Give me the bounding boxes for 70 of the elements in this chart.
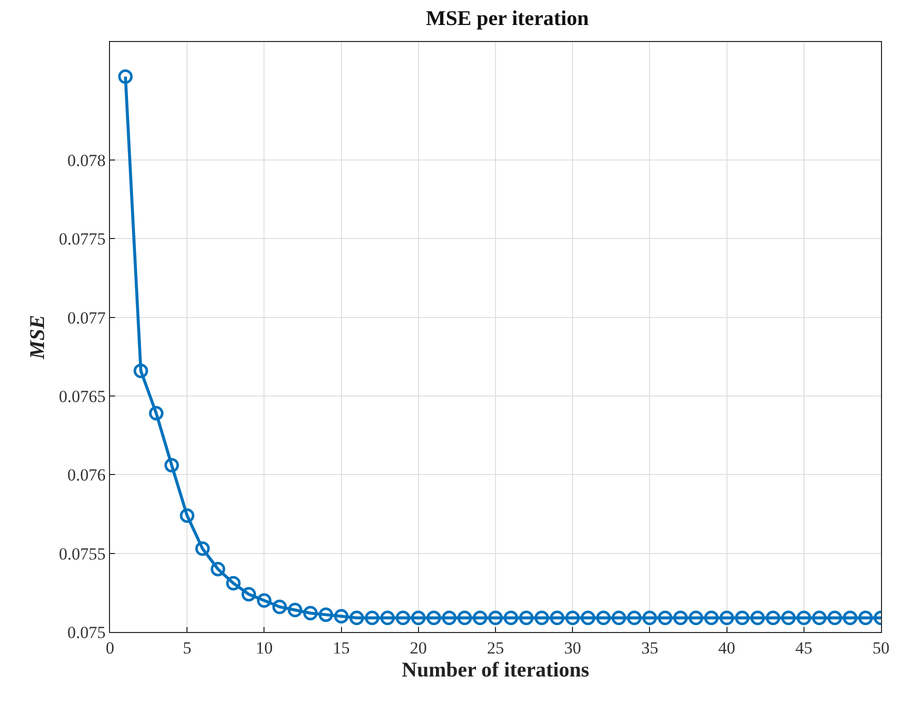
point [242,586,256,602]
point [766,610,780,626]
point [842,610,858,626]
x-tick-label: 10 [256,638,273,658]
point [380,610,395,626]
y-tick-label: 0.075 [67,622,106,642]
x-tick-label: 15 [332,638,350,658]
point [303,606,318,620]
point [688,610,704,626]
point [734,610,750,626]
chart-title: MSE per iteration [426,6,590,30]
point [858,610,873,626]
point [180,508,194,523]
point [272,600,287,614]
point [704,610,719,626]
x-tick-label: 40 [718,638,736,658]
x-axis-title: Number of iterations [402,657,590,682]
point [256,593,272,608]
point [118,69,133,84]
point [796,610,812,626]
y-tick-label: 0.076 [67,466,106,485]
point [134,364,148,378]
point [781,610,796,626]
point [426,610,442,626]
point [642,610,657,626]
point [627,610,642,626]
point [488,610,503,626]
x-tick-label: 0 [106,638,114,658]
point [334,609,349,624]
point [720,610,734,626]
x-tick-label: 5 [182,638,192,658]
point [226,576,241,590]
point [396,610,410,626]
point [519,610,534,626]
point [580,610,596,626]
x-tick-label: 45 [795,638,812,658]
point [349,610,364,626]
point [550,610,564,626]
x-tick-label: 30 [564,638,582,658]
x-tick-label: 35 [641,638,658,658]
point [534,610,550,626]
point [612,610,626,626]
point [364,610,380,626]
point [149,406,164,421]
point [288,602,302,618]
y-axis-title: MSE [25,314,49,360]
y-tick-label: 0.077 [67,308,106,328]
x-tick-label: 25 [487,638,504,658]
point [565,610,580,626]
y-tick-label: 0.0765 [58,386,106,406]
y-tick-label: 0.0775 [58,230,106,249]
point [210,562,226,576]
y-tick-label: 0.0755 [58,544,106,564]
point [750,610,765,626]
point [411,610,426,626]
point [504,610,518,626]
point [827,610,842,626]
point [318,607,334,622]
y-tick-label: 0.078 [67,150,106,170]
x-tick-label: 50 [872,638,890,658]
point [812,610,827,626]
point [673,610,688,626]
x-tick-label: 20 [410,638,427,658]
point [195,541,210,556]
point [472,610,488,626]
point [658,610,672,626]
point [457,610,472,626]
point [442,610,456,626]
point [164,458,179,472]
point [596,610,611,626]
